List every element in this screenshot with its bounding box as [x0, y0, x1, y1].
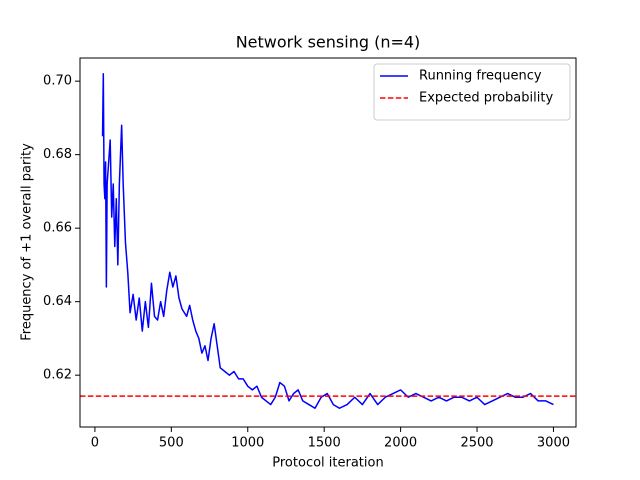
x-tick-label: 0 — [91, 436, 99, 451]
legend-box — [373, 63, 571, 121]
chart-title: Network sensing (n=4) — [236, 33, 421, 52]
x-tick-label: 2000 — [384, 436, 417, 451]
legend-label: Running frequency — [419, 69, 542, 84]
y-tick-label: 0.66 — [43, 221, 72, 236]
x-tick-label: 1000 — [231, 436, 264, 451]
data-line — [101, 73, 554, 410]
axes-frame — [79, 57, 577, 428]
x-axis-label: Protocol iteration — [272, 456, 383, 471]
x-tick-label: 500 — [159, 436, 184, 451]
y-axis-label: Frequency of +1 overall parity — [20, 143, 35, 341]
y-tick-label: 0.68 — [43, 147, 72, 162]
x-tick-label: 1500 — [308, 436, 341, 451]
x-tick-label: 3000 — [537, 436, 570, 451]
y-tick-label: 0.70 — [43, 74, 72, 89]
y-tick-label: 0.62 — [43, 368, 72, 383]
legend-label: Expected probability — [419, 91, 553, 106]
x-tick-label: 2500 — [460, 436, 493, 451]
y-tick-label: 0.64 — [43, 294, 72, 309]
